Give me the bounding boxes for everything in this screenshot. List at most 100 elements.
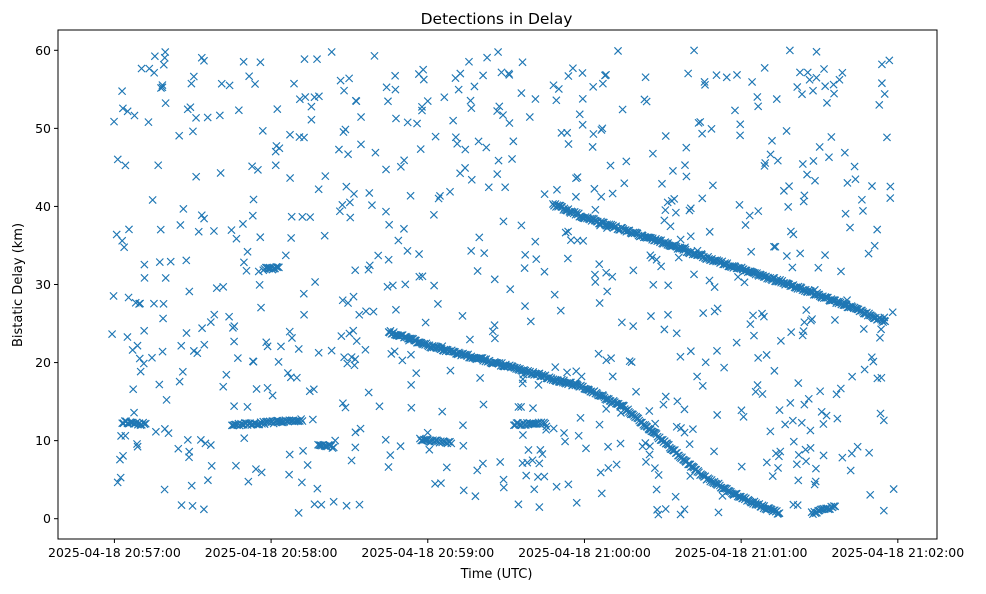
noise-detection bbox=[203, 476, 212, 485]
noise-detection bbox=[390, 347, 399, 356]
noise-detection bbox=[137, 64, 146, 73]
noise-detection bbox=[381, 435, 390, 444]
noise-detection bbox=[682, 172, 691, 181]
noise-detection bbox=[859, 324, 868, 333]
track-detection bbox=[329, 443, 338, 452]
noise-detection bbox=[760, 63, 769, 72]
noise-detection bbox=[136, 367, 145, 376]
noise-detection bbox=[802, 457, 811, 466]
noise-detection bbox=[604, 442, 613, 451]
x-tick-label: 2025-04-18 21:01:00 bbox=[675, 545, 808, 560]
noise-detection bbox=[429, 210, 438, 219]
noise-detection bbox=[520, 264, 529, 273]
noise-detection bbox=[701, 80, 710, 89]
noise-detection bbox=[518, 431, 527, 440]
noise-detection bbox=[566, 236, 575, 245]
track-detection bbox=[512, 419, 521, 428]
track-detection bbox=[298, 417, 307, 426]
noise-detection bbox=[576, 413, 585, 422]
noise-detection bbox=[133, 442, 142, 451]
noise-detection bbox=[188, 501, 197, 510]
noise-detection bbox=[782, 126, 791, 135]
noise-detection bbox=[866, 490, 875, 499]
noise-detection bbox=[836, 384, 845, 393]
noise-detection bbox=[518, 58, 527, 67]
noise-detection bbox=[602, 268, 611, 277]
noise-detection bbox=[561, 437, 570, 446]
noise-detection bbox=[525, 113, 534, 122]
x-tick-label: 2025-04-18 21:00:00 bbox=[518, 545, 651, 560]
noise-detection bbox=[381, 207, 390, 216]
noise-detection bbox=[478, 459, 487, 468]
noise-detection bbox=[614, 46, 623, 55]
noise-detection bbox=[467, 104, 476, 113]
noise-detection bbox=[736, 131, 745, 140]
noise-detection bbox=[886, 194, 895, 203]
noise-detection bbox=[365, 188, 374, 197]
noise-detection bbox=[201, 439, 210, 448]
noise-detection bbox=[853, 442, 862, 451]
noise-detection bbox=[851, 175, 860, 184]
noise-detection bbox=[784, 202, 793, 211]
noise-detection bbox=[578, 68, 587, 77]
noise-detection bbox=[804, 394, 813, 403]
y-tick-label: 20 bbox=[35, 355, 51, 370]
noise-detection bbox=[158, 83, 167, 92]
noise-detection bbox=[313, 55, 322, 64]
noise-detection bbox=[595, 299, 604, 308]
x-tick-label: 2025-04-18 20:59:00 bbox=[361, 545, 494, 560]
noise-detection bbox=[720, 363, 729, 372]
noise-detection bbox=[231, 461, 240, 470]
noise-detection bbox=[189, 72, 198, 81]
noise-detection bbox=[885, 56, 894, 65]
noise-detection bbox=[563, 368, 572, 377]
noise-detection bbox=[740, 278, 749, 287]
noise-detection bbox=[258, 126, 267, 135]
noise-detection bbox=[350, 361, 359, 370]
noise-detection bbox=[648, 253, 657, 262]
noise-detection bbox=[200, 340, 209, 349]
noise-detection bbox=[401, 280, 410, 289]
noise-detection bbox=[493, 170, 502, 179]
noise-detection bbox=[249, 195, 258, 204]
noise-detection bbox=[641, 73, 650, 82]
track-detection bbox=[272, 262, 281, 271]
noise-detection bbox=[365, 261, 374, 270]
noise-detection bbox=[174, 444, 183, 453]
noise-detection bbox=[499, 111, 508, 120]
noise-detection bbox=[788, 263, 797, 272]
noise-detection bbox=[865, 448, 874, 457]
noise-detection bbox=[751, 387, 760, 396]
noise-detection bbox=[144, 118, 153, 127]
noise-detection bbox=[875, 333, 884, 342]
y-tick-label: 30 bbox=[35, 277, 51, 292]
noise-detection bbox=[434, 194, 443, 203]
noise-detection bbox=[597, 125, 606, 134]
noise-detection bbox=[400, 156, 409, 165]
noise-detection bbox=[343, 359, 352, 368]
noise-detection bbox=[886, 182, 895, 191]
noise-detection bbox=[232, 234, 241, 243]
noise-detection bbox=[488, 327, 497, 336]
noise-detection bbox=[268, 391, 277, 400]
noise-detection bbox=[798, 159, 807, 169]
noise-detection bbox=[494, 48, 503, 57]
noise-detection bbox=[271, 161, 280, 170]
noise-detection bbox=[406, 350, 415, 359]
noise-detection bbox=[814, 263, 823, 272]
noise-detection bbox=[183, 105, 192, 114]
noise-detection bbox=[476, 373, 485, 382]
noise-detection bbox=[215, 111, 224, 120]
noise-detection bbox=[327, 346, 336, 355]
noise-detection bbox=[648, 149, 657, 158]
noise-detection bbox=[369, 307, 378, 316]
noise-detection bbox=[185, 287, 194, 296]
noise-detection bbox=[461, 163, 470, 172]
noise-detection bbox=[506, 285, 515, 294]
noise-detection bbox=[300, 133, 309, 142]
noise-detection bbox=[253, 165, 262, 174]
noise-detection bbox=[451, 74, 460, 83]
noise-detection bbox=[517, 89, 526, 98]
noise-detection bbox=[249, 357, 258, 366]
noise-detection bbox=[192, 172, 201, 181]
